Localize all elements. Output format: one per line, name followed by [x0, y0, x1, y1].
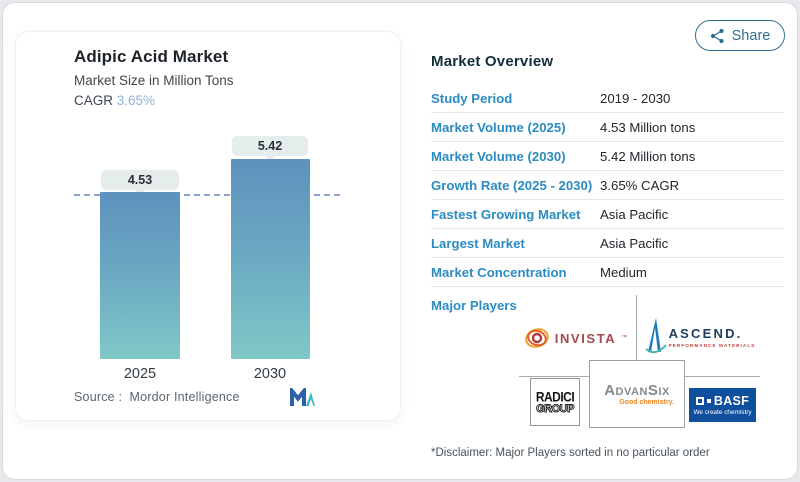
invista-swirl-icon: [524, 328, 549, 348]
reference-dashed-line: [74, 194, 340, 196]
overview-title: Market Overview: [431, 53, 554, 70]
market-size-chart-card: Adipic Acid Market Market Size in Millio…: [15, 31, 401, 421]
cagr-value: 3.65%: [116, 93, 156, 108]
source-value: Mordor Intelligence: [129, 390, 240, 404]
row-value: 5.42 Million tons: [600, 148, 696, 164]
row-value: Medium: [600, 264, 647, 280]
x-axis-label-2030: 2030: [253, 366, 287, 382]
invista-tm: ™: [621, 335, 628, 341]
table-row: Study Period 2019 - 2030: [431, 84, 783, 113]
basf-wordmark-row: BASF: [695, 394, 750, 408]
advansix-wordmark: AdvanSix: [604, 382, 670, 399]
major-players-label: Major Players: [431, 298, 517, 313]
basf-square-solid-icon: [706, 399, 711, 403]
x-axis-label-2025: 2025: [123, 366, 157, 382]
ascend-text-block: ASCEND. PERFORMANCE MATERIALS: [669, 326, 756, 348]
basf-wordmark: BASF: [713, 394, 750, 408]
grid-divider: [519, 376, 589, 377]
row-label: Largest Market: [431, 235, 525, 251]
table-row: Market Volume (2030) 5.42 Million tons: [431, 142, 783, 171]
ascend-a-icon: [644, 318, 667, 354]
grid-divider: [636, 295, 637, 360]
row-value: Asia Pacific: [600, 206, 669, 222]
invista-wordmark: INVISTA: [554, 330, 617, 346]
radici-wordmark: RADICI: [535, 388, 575, 405]
disclaimer-text: *Disclaimer: Major Players sorted in no …: [431, 447, 710, 459]
bar-2030[interactable]: [231, 159, 310, 359]
share-nodes-icon: [710, 28, 724, 43]
basf-square-outline-icon: [695, 397, 704, 405]
bar-value-label-2025: 4.53: [101, 170, 179, 190]
basf-logo: BASF We create chemistry: [689, 388, 756, 422]
row-value: 2019 - 2030: [600, 90, 671, 106]
row-value: Asia Pacific: [600, 235, 669, 251]
row-label: Market Volume (2030): [431, 148, 566, 164]
row-label: Market Concentration: [431, 264, 567, 280]
table-row: Market Volume (2025) 4.53 Million tons: [431, 113, 783, 142]
table-row: Fastest Growing Market Asia Pacific: [431, 200, 783, 229]
share-label: Share: [731, 27, 771, 44]
cagr-label: CAGR: [74, 93, 114, 108]
table-row: Growth Rate (2025 - 2030) 3.65% CAGR: [431, 171, 783, 200]
row-label: Fastest Growing Market: [431, 206, 581, 222]
row-value: 3.65% CAGR: [600, 177, 680, 193]
major-players-grid: INVISTA ™ ASCEND. PERFORMANCE MATERIALS R…: [519, 295, 761, 435]
chart-cagr: CAGR 3.65%: [74, 93, 155, 108]
basf-tagline: We create chemistry: [693, 409, 752, 416]
row-label: Growth Rate (2025 - 2030): [431, 177, 593, 193]
table-row: Largest Market Asia Pacific: [431, 229, 783, 258]
row-label: Market Volume (2025): [431, 119, 566, 135]
ascend-tagline: PERFORMANCE MATERIALS: [668, 343, 756, 348]
radici-group-wordmark: GROUP: [536, 402, 575, 415]
ascend-logo: ASCEND. PERFORMANCE MATERIALS: [640, 309, 760, 365]
source-label: Source :: [74, 390, 123, 404]
row-label: Study Period: [431, 90, 513, 106]
share-button[interactable]: Share: [695, 20, 785, 51]
chart-subtitle: Market Size in Million Tons: [74, 73, 234, 88]
chart-title: Adipic Acid Market: [74, 47, 229, 66]
source-line: Source : Mordor Intelligence: [74, 390, 240, 404]
advansix-tagline: Good chemistry.: [619, 399, 674, 406]
invista-logo: INVISTA ™: [519, 317, 632, 359]
row-value: 4.53 Million tons: [600, 119, 696, 135]
table-row: Market Concentration Medium: [431, 258, 783, 287]
bar-value-label-2030: 5.42: [232, 136, 308, 156]
ascend-wordmark: ASCEND.: [668, 326, 743, 341]
bar-2025[interactable]: [100, 192, 180, 359]
overview-table: Study Period 2019 - 2030 Market Volume (…: [431, 84, 783, 287]
grid-divider: [685, 376, 760, 377]
advansix-logo: AdvanSix Good chemistry.: [589, 360, 685, 428]
radicigroup-logo: RADICI GROUP: [530, 378, 580, 426]
mordor-intelligence-logo-icon: [290, 388, 315, 406]
